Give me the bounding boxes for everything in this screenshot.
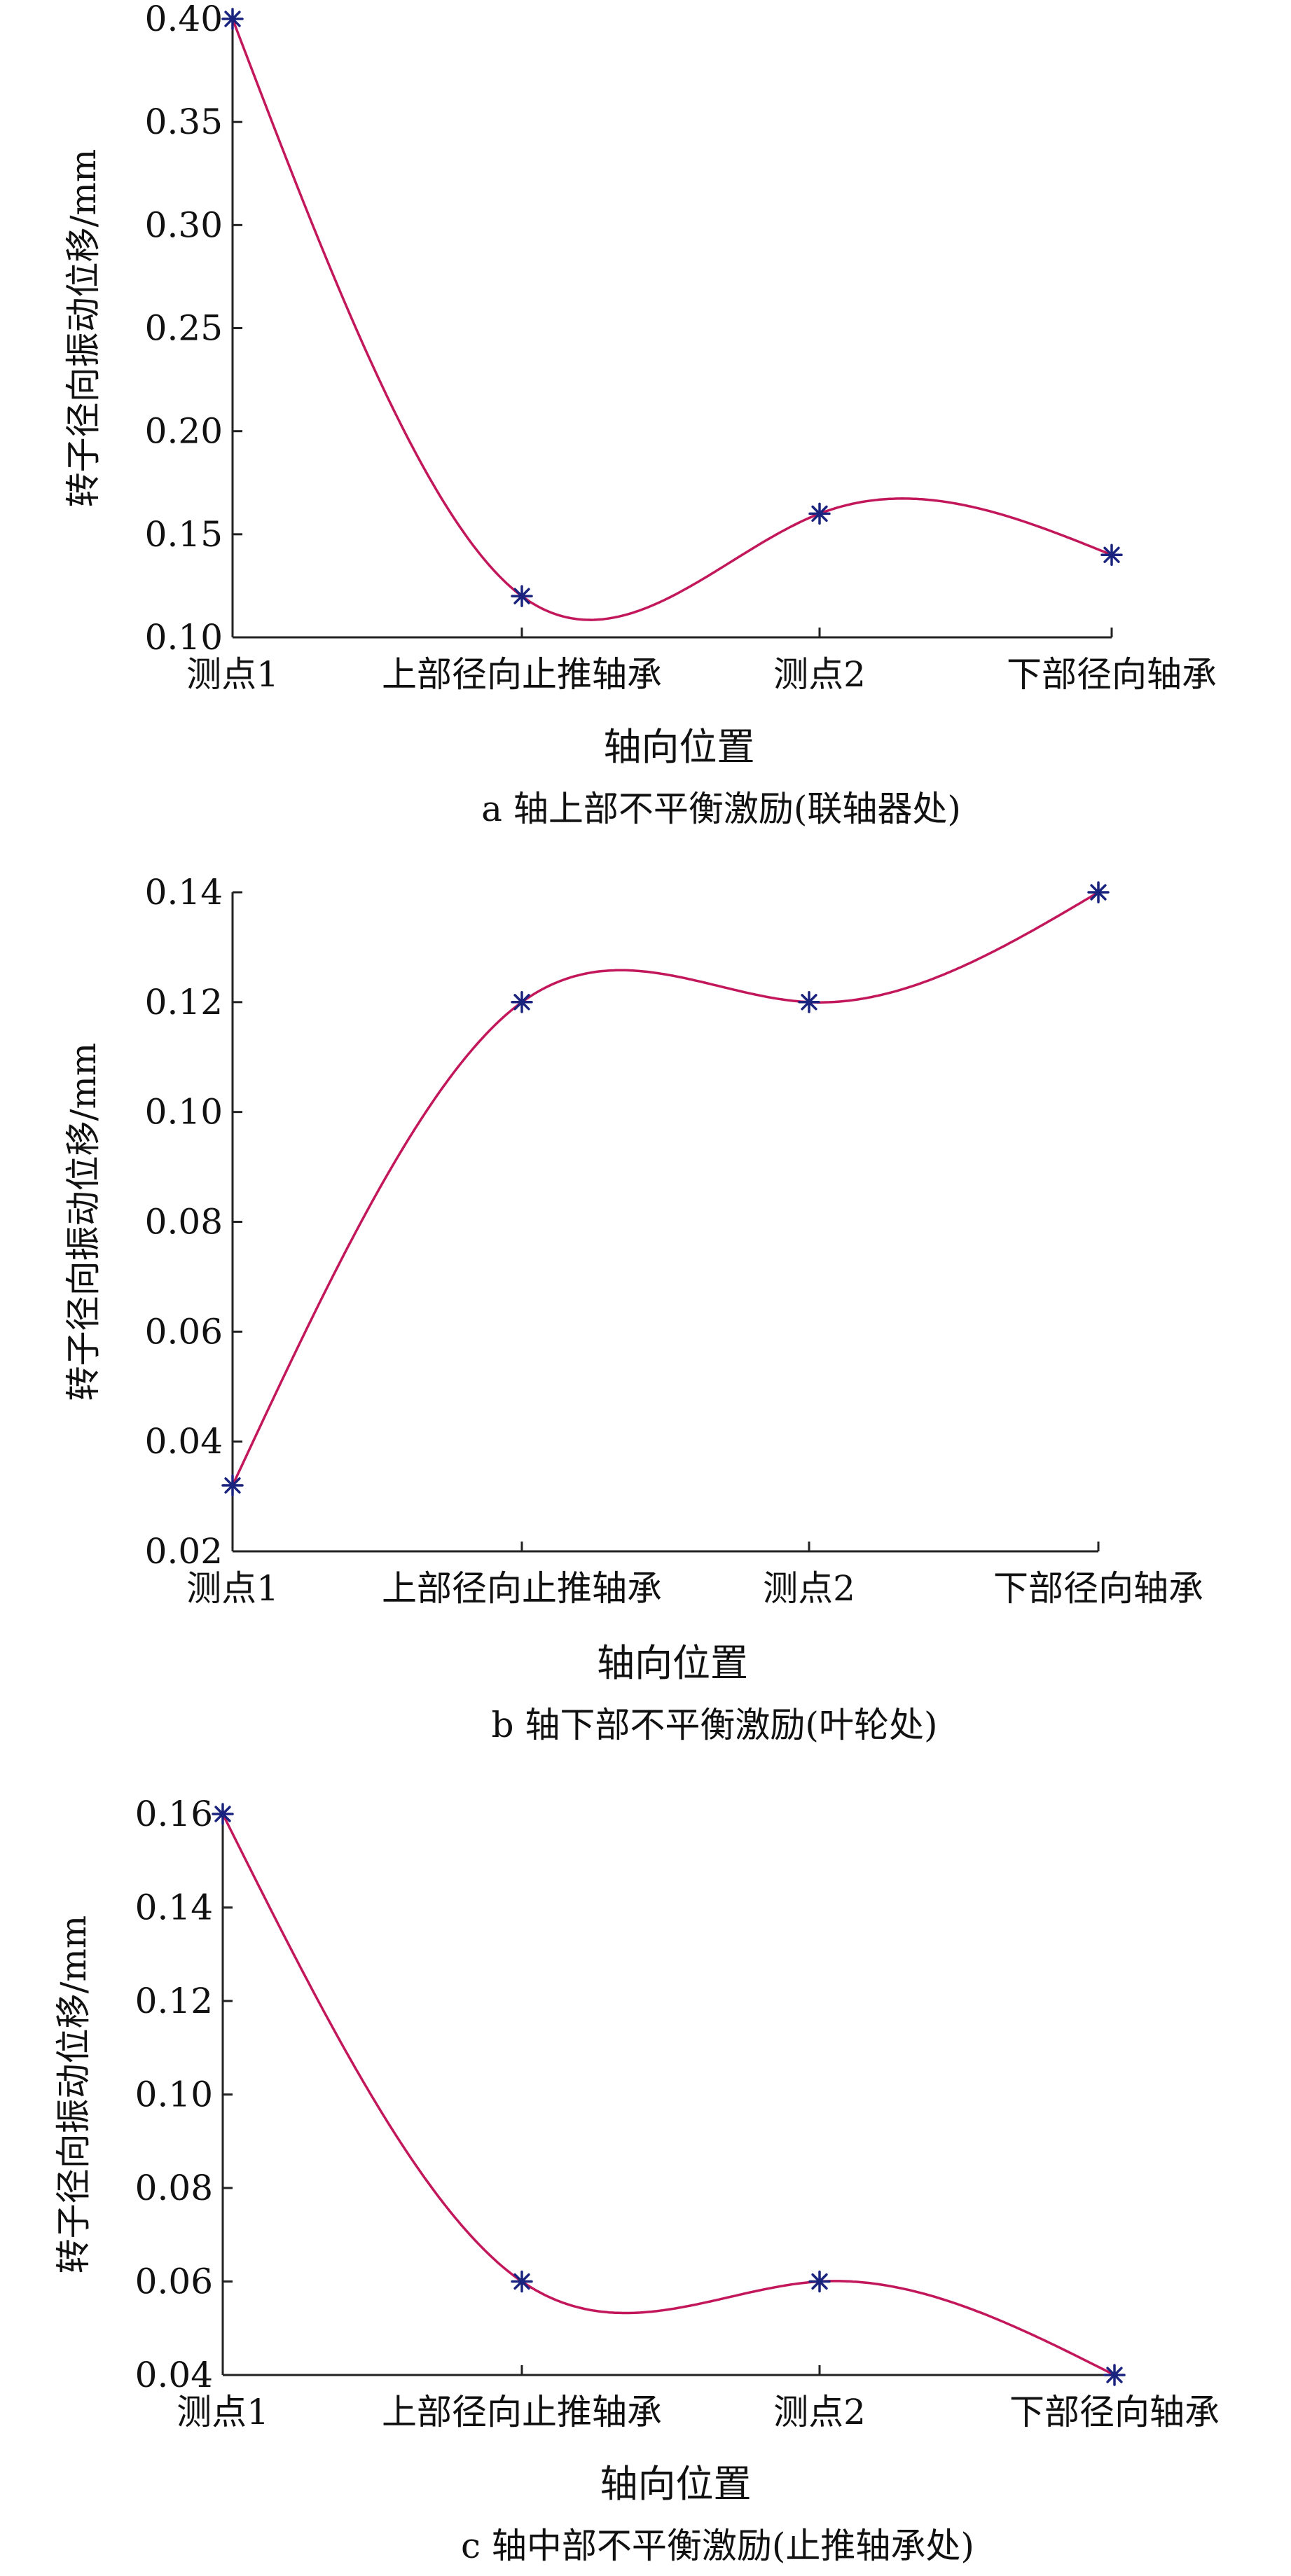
panel-caption: b 轴下部不平衡激励(叶轮处) — [492, 1705, 938, 1745]
data-point-marker — [221, 1474, 244, 1497]
x-axis-label: 轴向位置 — [600, 2462, 752, 2506]
panel-caption: a 轴上部不平衡激励(联轴器处) — [481, 789, 961, 829]
y-tick-label: 0.04 — [135, 2355, 213, 2395]
x-tick-label: 上部径向止推轴承 — [382, 1568, 662, 1609]
chart-panel-2: 0.02 0.04 0.06 0.08 0.10 0.12 0.14 测点1 上部径向止推轴承 测… — [63, 872, 1203, 1745]
x-tick-label: 测点1 — [177, 2392, 269, 2432]
y-axis-label: 转子径向振动位移/mm — [63, 149, 104, 508]
y-tick-label: 0.25 — [145, 308, 223, 349]
x-tick-label: 测点1 — [186, 1568, 279, 1609]
y-axis-label: 转子径向振动位移/mm — [53, 1916, 94, 2274]
x-tick-label: 上部径向止推轴承 — [382, 654, 662, 695]
x-tick-label: 下部径向轴承 — [1007, 654, 1217, 695]
data-point-marker — [511, 585, 533, 607]
y-tick-label: 0.10 — [145, 1092, 223, 1133]
data-point-marker — [221, 8, 244, 30]
x-tick-label: 测点2 — [773, 654, 866, 695]
series-line — [221, 1813, 1115, 2376]
y-tick-label: 0.16 — [135, 1794, 213, 1834]
data-point-marker — [212, 1803, 234, 1825]
y-tick-label: 0.10 — [145, 617, 223, 658]
y-tick-label: 0.30 — [145, 205, 223, 245]
y-axis-label: 转子径向振动位移/mm — [63, 1043, 104, 1401]
x-tick-label: 下部径向轴承 — [993, 1568, 1203, 1609]
data-point-marker — [511, 991, 533, 1013]
y-tick-label: 0.08 — [135, 2168, 213, 2208]
y-tick-label: 0.14 — [135, 1888, 213, 1928]
data-point-marker — [511, 2270, 533, 2293]
data-point-marker — [808, 2270, 831, 2293]
y-tick-label: 0.10 — [135, 2075, 213, 2115]
y-tick-label: 0.12 — [145, 982, 223, 1023]
x-tick-label: 测点1 — [186, 654, 279, 695]
y-tick-label: 0.02 — [145, 1531, 223, 1572]
data-point-marker — [798, 991, 820, 1013]
y-tick-label: 0.04 — [145, 1421, 223, 1462]
series-line — [231, 18, 1112, 621]
chart-panel-3: 0.04 0.06 0.08 0.10 0.12 0.14 0.16 测点1 上部径向止推轴承 测… — [53, 1794, 1220, 2566]
y-tick-label: 0.35 — [145, 102, 223, 142]
data-point-marker — [1100, 543, 1123, 567]
data-point-marker — [1087, 881, 1110, 903]
y-tick-label: 0.12 — [135, 1981, 213, 2021]
x-tick-label: 测点2 — [773, 2392, 866, 2432]
series-line — [231, 891, 1099, 1486]
y-tick-label: 0.14 — [145, 872, 223, 913]
x-tick-label: 下部径向轴承 — [1009, 2392, 1220, 2432]
x-tick-label: 上部径向止推轴承 — [382, 2392, 662, 2432]
y-tick-label: 0.06 — [135, 2262, 213, 2302]
y-tick-label: 0.40 — [145, 0, 223, 39]
panel-caption: c 轴中部不平衡激励(止推轴承处) — [461, 2526, 974, 2566]
y-tick-label: 0.20 — [145, 411, 223, 452]
y-tick-label: 0.06 — [145, 1311, 223, 1352]
x-tick-label: 测点2 — [763, 1568, 855, 1609]
data-point-marker — [1103, 2364, 1126, 2386]
y-tick-label: 0.08 — [145, 1202, 223, 1242]
chart-panel-1: 0.10 0.15 0.20 0.25 0.30 0.35 0.40 测点1 上部径向止推轴承 测… — [63, 0, 1217, 829]
y-tick-label: 0.15 — [145, 514, 223, 555]
data-point-marker — [808, 502, 831, 525]
x-axis-label: 轴向位置 — [604, 725, 755, 769]
x-axis-label: 轴向位置 — [597, 1641, 748, 1685]
